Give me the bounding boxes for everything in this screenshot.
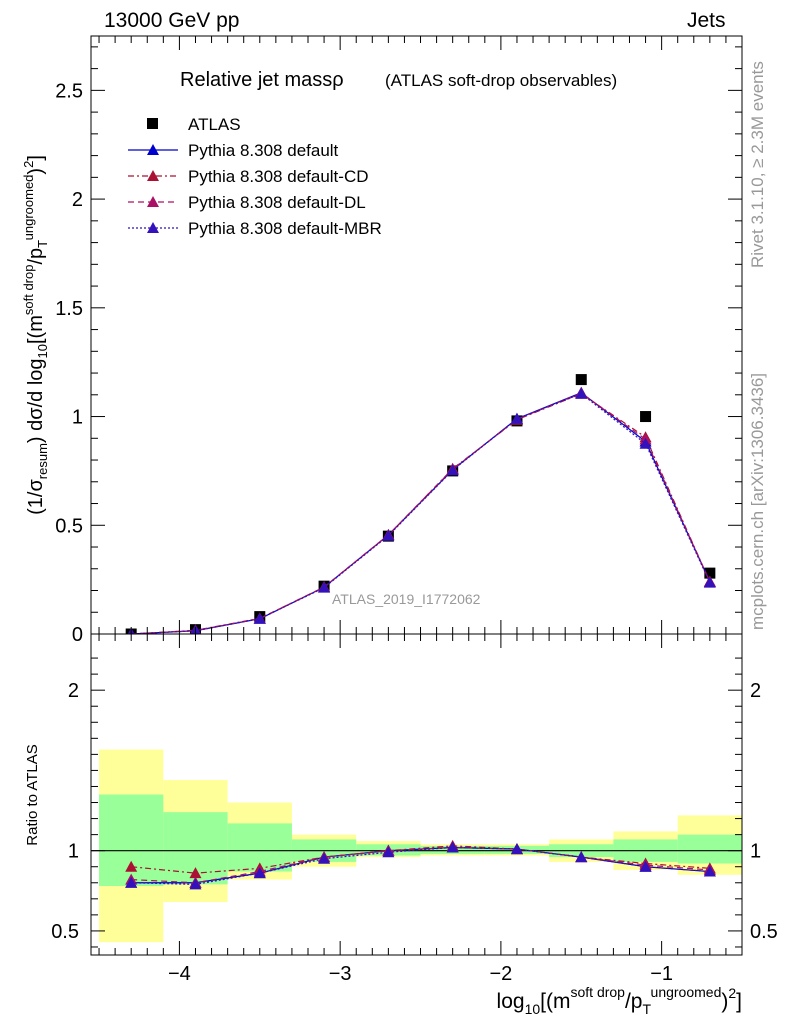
main-y-axis-label: (1/σresum) dσ/d log10[(msoft drop/pTungr… [21, 155, 50, 515]
legend-entry-2: Pythia 8.308 default-CD [128, 167, 369, 186]
main-y-tick-label: 1 [72, 407, 83, 429]
ratio-data-point [575, 851, 588, 863]
mc-data-point [253, 612, 266, 624]
legend-marker-square [147, 118, 158, 129]
x-tick-label: −1 [650, 963, 673, 985]
atlas-data-point [640, 411, 652, 423]
mc-data-point [510, 412, 523, 424]
main-series-line [131, 393, 711, 634]
atlas-data-point [704, 567, 716, 579]
legend-label: Pythia 8.308 default-DL [188, 193, 366, 212]
mc-data-point [382, 529, 395, 541]
ratio-data-point [125, 876, 138, 888]
legend-marker-triangle [147, 144, 159, 155]
ratio-y-tick-label: 0.5 [51, 921, 79, 943]
inner-band-bin [99, 794, 164, 886]
analysis-watermark: ATLAS_2019_I1772062 [332, 591, 481, 607]
plot-subtitle: (ATLAS soft-drop observables) [385, 71, 617, 90]
ratio-data-point [318, 852, 331, 864]
legend-entry-3: Pythia 8.308 default-DL [128, 193, 366, 212]
ratio-y-tick-label-right: 1 [750, 841, 761, 863]
ratio-data-point [510, 843, 523, 855]
ratio-data-point [446, 841, 459, 853]
mc-data-point [575, 387, 588, 399]
ratio-y-tick-label-right: 0.5 [750, 921, 778, 943]
ratio-y-tick-label: 2 [68, 680, 79, 702]
x-axis-label: log10[(msoft drop/pTungroomed)2] [497, 984, 742, 1017]
inner-band-bin [677, 834, 742, 864]
ratio-data-point [703, 865, 716, 877]
axes-layer: 0 0.5 1 1.5 2 2.5 0.5 0.5 1 1 2 2 −4 −3 −2 −1 [51, 36, 778, 985]
legend-entry-1: Pythia 8.308 default [128, 141, 339, 160]
mc-data-point [703, 576, 716, 588]
x-tick-label: −4 [168, 963, 191, 985]
legend-entry-4: Pythia 8.308 default-MBR [128, 219, 382, 238]
atlas-data-point [575, 374, 587, 386]
ratio-data-point [253, 867, 266, 879]
ratio-data-point [189, 878, 202, 890]
ratio-data-point [189, 867, 202, 879]
ratio-frame [90, 633, 743, 956]
legend-label: Pythia 8.308 default-CD [188, 167, 369, 186]
ratio-y-tick-label: 1 [68, 841, 79, 863]
main-y-tick-label: 2.5 [55, 80, 83, 102]
main-y-tick-label: 0.5 [55, 515, 83, 537]
ratio-series-line [131, 846, 710, 885]
legend-label: Pythia 8.308 default-MBR [188, 219, 382, 238]
ratio-data-point [125, 860, 138, 872]
ratio-data-point [639, 860, 652, 872]
main-series-4 [127, 387, 716, 634]
legend-marker-triangle [147, 170, 159, 181]
ratio-y-axis-label: Ratio to ATLAS [24, 744, 41, 845]
beam-label: 13000 GeV pp [104, 9, 240, 32]
main-y-tick-label: 2 [72, 189, 83, 211]
process-label: Jets [687, 9, 726, 32]
ratio-y-tick-label-right: 2 [750, 680, 761, 702]
mc-data-point [639, 437, 652, 449]
legend-entry-0: ATLAS [147, 115, 241, 134]
main-series-line [131, 392, 711, 634]
legend-marker-triangle [147, 222, 159, 233]
main-y-tick-label: 1.5 [55, 298, 83, 320]
legend-label: ATLAS [188, 115, 241, 134]
ratio-series-layer [125, 839, 716, 890]
ratio-uncertainty-bands [91, 749, 742, 943]
ratio-data-point [382, 846, 395, 858]
mc-data-point [446, 464, 459, 476]
main-y-tick-label: 0 [72, 624, 83, 646]
main-series-line [131, 393, 711, 634]
ratio-series-line [131, 846, 710, 884]
legend: ATLAS Pythia 8.308 default Pythia 8.308 de… [128, 115, 382, 238]
plot-title: Relative jet massρ [180, 69, 344, 91]
legend-marker-triangle [147, 196, 159, 207]
legend-label: Pythia 8.308 default [188, 141, 339, 160]
mc-data-point [318, 581, 331, 593]
x-tick-label: −2 [489, 963, 512, 985]
x-tick-label: −3 [329, 963, 352, 985]
ratio-series-3 [125, 841, 716, 890]
